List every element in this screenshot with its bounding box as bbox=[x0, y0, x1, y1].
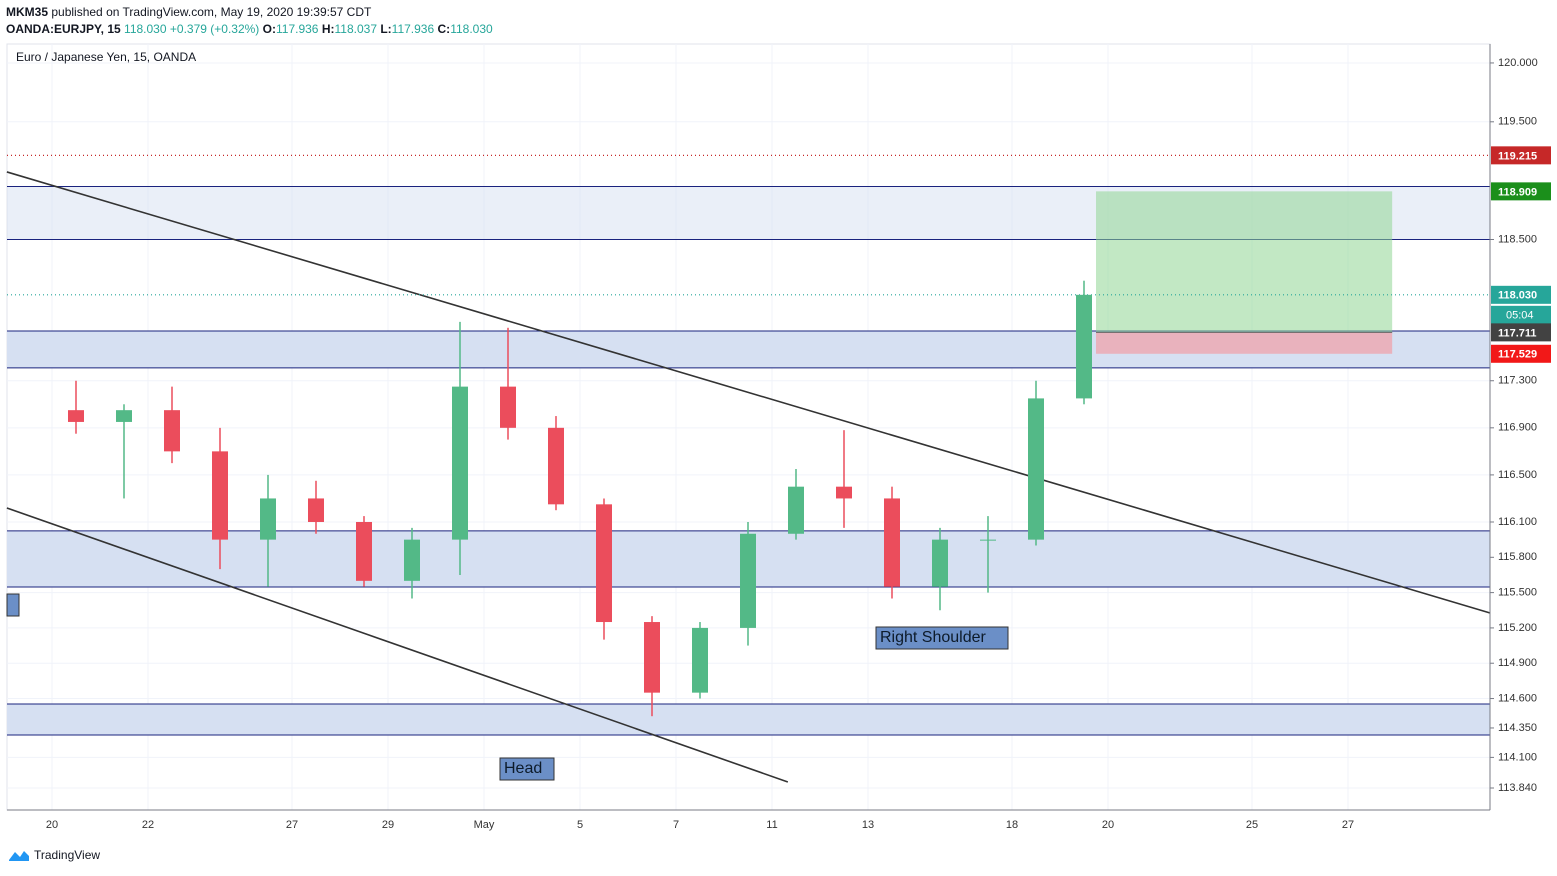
open: 117.936 bbox=[275, 22, 319, 36]
annotation: Head bbox=[504, 760, 542, 777]
price-tag bbox=[1491, 146, 1551, 165]
y-tick-label: 115.800 bbox=[1498, 551, 1537, 563]
candle-body bbox=[404, 539, 420, 581]
candle-body bbox=[596, 504, 612, 623]
trend-line bbox=[6, 507, 789, 783]
countdown-tag bbox=[1491, 305, 1551, 324]
candle-body bbox=[68, 410, 84, 422]
candle-body bbox=[356, 521, 372, 581]
y-tick-label: 114.350 bbox=[1498, 722, 1537, 734]
candle-body bbox=[980, 539, 996, 541]
plot-area bbox=[6, 43, 1491, 811]
offscreen-label bbox=[6, 593, 20, 617]
candle-body bbox=[1028, 398, 1044, 540]
price-tag bbox=[1491, 285, 1551, 304]
candle-body bbox=[260, 498, 276, 540]
low: 117.936 bbox=[391, 22, 435, 36]
y-tick-label: 115.200 bbox=[1498, 622, 1537, 634]
candle-body bbox=[692, 627, 708, 693]
candle-body bbox=[212, 451, 228, 540]
x-tick-label: 29 bbox=[382, 819, 394, 831]
high: 118.037 bbox=[334, 22, 378, 36]
x-tick-label: 20 bbox=[46, 819, 58, 831]
candle-body bbox=[932, 539, 948, 587]
x-tick-label: 11 bbox=[766, 819, 777, 831]
quote-line: OANDA:EURJPY, 15 118.030 +0.379 (+0.32%)… bbox=[6, 21, 493, 38]
countdown-label: 05:04 bbox=[1506, 310, 1534, 322]
trend-line bbox=[6, 171, 1491, 614]
zone bbox=[7, 703, 1490, 736]
close-label: C: bbox=[437, 22, 451, 36]
price-tag bbox=[1491, 323, 1551, 342]
price-tag bbox=[1491, 344, 1551, 363]
candle-body bbox=[884, 498, 900, 587]
x-tick-label: 20 bbox=[1102, 819, 1114, 831]
candle-body bbox=[1076, 294, 1092, 399]
publish-line: MKM35 published on TradingView.com, May … bbox=[6, 4, 493, 21]
y-tick-label: 114.100 bbox=[1498, 751, 1537, 763]
y-tick-label: 117.300 bbox=[1498, 375, 1537, 387]
y-tick-label: 120.000 bbox=[1498, 57, 1538, 69]
candle-body bbox=[500, 386, 516, 428]
header: MKM35 published on TradingView.com, May … bbox=[6, 4, 493, 38]
x-tick-label: 7 bbox=[673, 819, 679, 831]
price-tag-label: 118.909 bbox=[1498, 186, 1537, 198]
stop-area bbox=[1096, 332, 1393, 354]
y-tick-label: 119.500 bbox=[1498, 116, 1537, 128]
price-tag-label: 117.529 bbox=[1498, 349, 1537, 361]
candle-body bbox=[548, 427, 564, 505]
x-tick-label: 27 bbox=[286, 819, 298, 831]
low-label: L: bbox=[380, 22, 392, 36]
y-tick-label: 116.100 bbox=[1498, 516, 1537, 528]
candle-body bbox=[164, 410, 180, 452]
price-tag-label: 118.030 bbox=[1498, 290, 1537, 302]
footer: TradingView bbox=[8, 848, 100, 862]
high-label: H: bbox=[321, 22, 335, 36]
price-tag bbox=[1491, 182, 1551, 201]
brand: TradingView bbox=[34, 848, 101, 862]
y-tick-label: 114.900 bbox=[1498, 657, 1537, 669]
candle-body bbox=[788, 486, 804, 534]
annotation-box bbox=[875, 626, 1009, 650]
author: MKM35 bbox=[6, 5, 49, 19]
candle-body bbox=[308, 498, 324, 522]
annotation-box bbox=[499, 757, 555, 781]
last: 118.030 bbox=[124, 22, 167, 36]
x-tick-label: 25 bbox=[1246, 819, 1258, 831]
y-tick-label: 116.500 bbox=[1498, 469, 1537, 481]
price-tag-label: 119.215 bbox=[1498, 150, 1537, 162]
y-tick-label: 113.840 bbox=[1498, 782, 1537, 794]
x-tick-label: 5 bbox=[577, 819, 583, 831]
y-tick-label: 118.500 bbox=[1498, 233, 1537, 245]
y-tick-label: 116.900 bbox=[1498, 422, 1537, 434]
x-tick-label: 18 bbox=[1006, 819, 1018, 831]
candle-body bbox=[740, 533, 756, 628]
chart-title: Euro / Japanese Yen, 15, OANDA bbox=[16, 50, 196, 64]
candle-body bbox=[836, 486, 852, 499]
x-tick-label: 27 bbox=[1342, 819, 1354, 831]
annotation: Right Shoulder bbox=[880, 629, 987, 646]
symbol: OANDA:EURJPY, 15 bbox=[6, 22, 121, 36]
candle-body bbox=[116, 410, 132, 422]
close: 118.030 bbox=[450, 22, 493, 36]
change: +0.379 (+0.32%) bbox=[169, 22, 260, 36]
logo bbox=[9, 851, 29, 861]
target-area bbox=[1096, 191, 1393, 333]
x-tick-label: May bbox=[474, 819, 495, 831]
published: published on TradingView.com, May 19, 20… bbox=[51, 5, 372, 19]
x-tick-label: 22 bbox=[142, 819, 154, 831]
price-tag-label: 117.711 bbox=[1498, 327, 1537, 339]
y-tick-label: 114.600 bbox=[1498, 692, 1537, 704]
open-label: O: bbox=[262, 22, 276, 36]
x-tick-label: 13 bbox=[862, 819, 874, 831]
candle-body bbox=[644, 622, 660, 693]
y-tick-label: 115.500 bbox=[1498, 587, 1537, 599]
candle-body bbox=[452, 386, 468, 540]
